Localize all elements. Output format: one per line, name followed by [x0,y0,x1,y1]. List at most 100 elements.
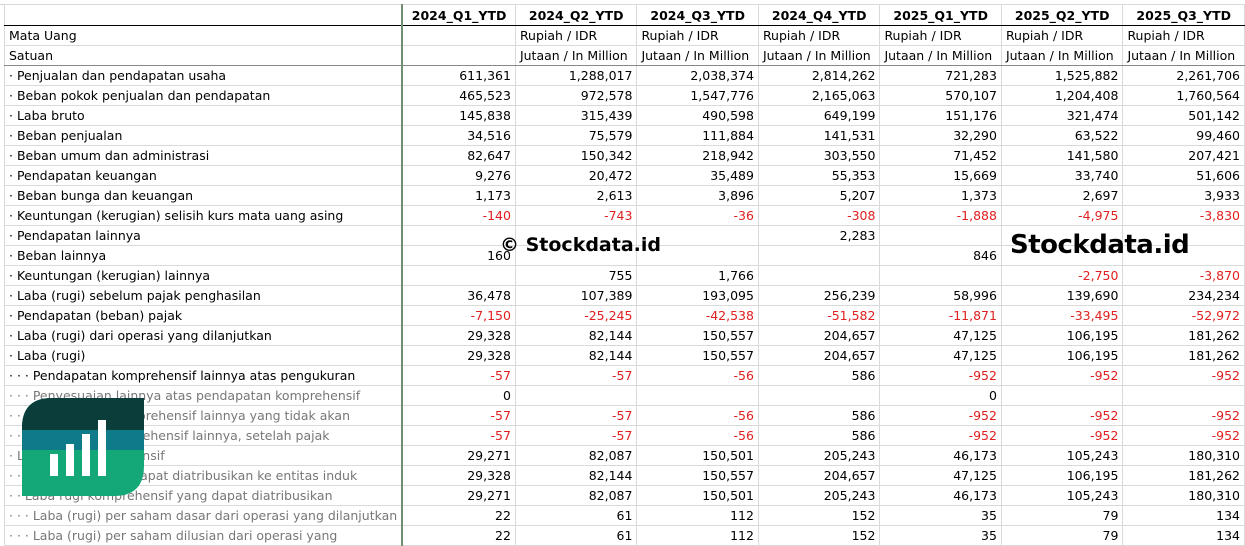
value-cell[interactable]: 205,243 [757,445,881,466]
value-cell[interactable]: 139,690 [1000,285,1124,306]
value-cell[interactable]: 205,243 [757,485,881,506]
value-cell[interactable]: 55,353 [757,165,881,186]
unit-label[interactable]: Satuan [4,45,404,66]
value-cell[interactable]: 3,896 [636,185,759,206]
value-cell[interactable]: 321,474 [1000,105,1124,126]
currency-cell[interactable]: Rupiah / IDR [1122,25,1245,46]
value-cell[interactable]: -56 [636,425,759,446]
currency-cell[interactable]: Rupiah / IDR [514,25,638,46]
value-cell[interactable]: -42,538 [636,305,759,326]
value-cell[interactable]: 150,557 [636,345,759,366]
value-cell[interactable]: 152 [757,505,881,526]
value-cell[interactable]: 234,234 [1122,285,1245,306]
value-cell[interactable]: -51,582 [757,305,881,326]
value-cell[interactable]: 1,766 [636,265,759,286]
value-cell[interactable]: -952 [1122,425,1245,446]
value-cell[interactable]: 303,550 [757,145,881,166]
value-cell[interactable]: 106,195 [1000,325,1124,346]
value-cell[interactable]: 1,204,408 [1000,85,1124,106]
value-cell[interactable]: 22 [401,525,516,546]
value-cell[interactable]: 106,195 [1000,465,1124,486]
value-cell[interactable]: 586 [757,365,881,386]
row-label[interactable]: · · · Laba (rugi) per saham dasar dari o… [4,505,404,526]
row-label[interactable]: · Penjualan dan pendapatan usaha [4,65,404,86]
value-cell[interactable]: 47,125 [879,345,1002,366]
value-cell[interactable]: 61 [514,505,638,526]
row-label[interactable]: · Laba (rugi) dari operasi yang dilanjut… [4,325,404,346]
value-cell[interactable]: -3,870 [1122,265,1245,286]
value-cell[interactable]: 1,373 [879,185,1002,206]
value-cell[interactable]: 112 [636,505,759,526]
value-cell[interactable]: 1,173 [401,185,516,206]
value-cell[interactable]: 51,606 [1122,165,1245,186]
value-cell[interactable]: 315,439 [514,105,638,126]
value-cell[interactable]: 61 [514,525,638,546]
value-cell[interactable]: 20,472 [514,165,638,186]
value-cell[interactable]: 33,740 [1000,165,1124,186]
value-cell[interactable]: 82,144 [514,465,638,486]
value-cell[interactable]: -36 [636,205,759,226]
column-header[interactable]: 2025_Q1_YTD [879,4,1002,26]
value-cell[interactable]: 35 [879,505,1002,526]
unit-cell[interactable]: Jutaan / In Million [1000,45,1124,66]
value-cell[interactable]: -952 [1122,405,1245,426]
value-cell[interactable]: -140 [401,205,516,226]
value-cell[interactable]: 134 [1122,505,1245,526]
value-cell[interactable]: 256,239 [757,285,881,306]
row-label[interactable]: · Keuntungan (kerugian) lainnya [4,265,404,286]
value-cell[interactable]: 180,310 [1122,485,1245,506]
value-cell[interactable] [401,265,516,286]
row-label[interactable]: · · · Pendapatan komprehensif lainnya ya… [4,405,404,426]
value-cell[interactable]: 2,814,262 [757,65,881,86]
value-cell[interactable]: 105,243 [1000,485,1124,506]
value-cell[interactable] [1122,385,1245,406]
value-cell[interactable]: 649,199 [757,105,881,126]
value-cell[interactable]: 141,580 [1000,145,1124,166]
value-cell[interactable]: -952 [1000,425,1124,446]
value-cell[interactable]: 0 [401,385,516,406]
value-cell[interactable]: 34,516 [401,125,516,146]
value-cell[interactable] [401,225,516,246]
value-cell[interactable]: 160 [401,245,516,266]
currency-cell[interactable]: Rupiah / IDR [879,25,1002,46]
value-cell[interactable]: -57 [514,365,638,386]
value-cell[interactable]: 47,125 [879,325,1002,346]
row-label[interactable]: · Pendapatan lainnya [4,225,404,246]
value-cell[interactable]: 46,173 [879,445,1002,466]
value-cell[interactable]: 99,460 [1122,125,1245,146]
value-cell[interactable]: -52,972 [1122,305,1245,326]
value-cell[interactable]: 218,942 [636,145,759,166]
value-cell[interactable]: 0 [879,385,1002,406]
row-label[interactable]: · · · Pendapatan komprehensif lainnya at… [4,365,404,386]
unit-cell[interactable]: Jutaan / In Million [1122,45,1245,66]
row-label[interactable]: · Beban bunga dan keuangan [4,185,404,206]
value-cell[interactable]: 207,421 [1122,145,1245,166]
value-cell[interactable]: -743 [514,205,638,226]
value-cell[interactable]: -308 [757,205,881,226]
row-label[interactable]: · Laba (rugi) [4,345,404,366]
column-header[interactable]: 2024_Q1_YTD [401,4,516,26]
value-cell[interactable]: 1,525,882 [1000,65,1124,86]
row-label[interactable]: · Pendapatan (beban) pajak [4,305,404,326]
value-cell[interactable]: -952 [879,425,1002,446]
value-cell[interactable]: 611,361 [401,65,516,86]
value-cell[interactable] [879,225,1002,246]
value-cell[interactable]: 150,501 [636,485,759,506]
row-label[interactable]: · · Laba (rugi) yang dapat diatribusikan… [4,465,404,486]
value-cell[interactable]: -56 [636,365,759,386]
value-cell[interactable]: 79 [1000,525,1124,546]
unit-cell[interactable]: Jutaan / In Million [636,45,759,66]
value-cell[interactable]: 141,531 [757,125,881,146]
value-cell[interactable]: 71,452 [879,145,1002,166]
value-cell[interactable]: -57 [401,405,516,426]
value-cell[interactable]: -11,871 [879,305,1002,326]
value-cell[interactable] [514,385,638,406]
row-label[interactable]: · · · Laba (rugi) per saham dilusian dar… [4,525,404,546]
currency-cell[interactable]: Rupiah / IDR [1000,25,1124,46]
value-cell[interactable]: 1,288,017 [514,65,638,86]
value-cell[interactable]: 111,884 [636,125,759,146]
value-cell[interactable]: 82,647 [401,145,516,166]
value-cell[interactable]: 180,310 [1122,445,1245,466]
row-label[interactable]: · Laba rugi komprehensif [4,445,404,466]
column-header[interactable]: 2025_Q2_YTD [1000,4,1124,26]
